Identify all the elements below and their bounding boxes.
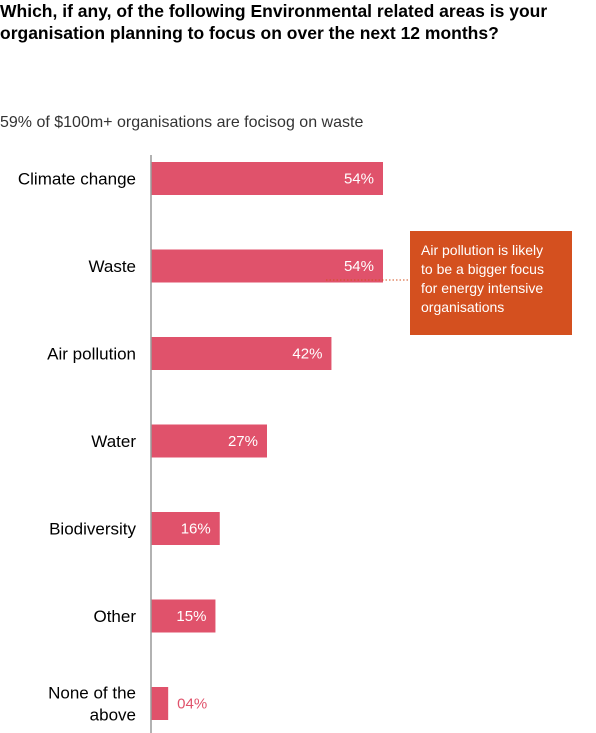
value-label: 54% (344, 171, 374, 188)
chart-title: Which, if any, of the following Environm… (0, 1, 548, 43)
callout-box: Air pollution is likely to be a bigger f… (410, 231, 572, 335)
category-label: Other (93, 607, 136, 626)
bar-water (151, 424, 267, 458)
value-label: 27% (228, 433, 258, 450)
category-label: Waste (88, 257, 136, 276)
callout-line: organisations (421, 299, 505, 315)
bar-other (151, 599, 216, 633)
bar-none-of-the-above (151, 687, 169, 720)
category-label: Air pollution (47, 345, 136, 364)
value-label: 54% (344, 258, 374, 275)
chart-subtitle: 59% of $100m+ organisations are focisog … (0, 114, 364, 131)
category-label: above (90, 706, 136, 725)
bar-air-pollution (151, 337, 332, 370)
callout-line: to be a bigger focus (421, 261, 544, 277)
bar-waste (151, 249, 383, 283)
callout-line: Air pollution is likely (421, 242, 544, 258)
bar-biodiversity (151, 512, 220, 545)
category-label: Water (91, 432, 136, 451)
value-label: 42% (292, 346, 322, 363)
category-label: None of the (48, 684, 136, 703)
value-label: 04% (177, 696, 207, 713)
value-label: 15% (176, 608, 206, 625)
category-label: Climate change (18, 170, 136, 189)
bar-climate-change (151, 162, 383, 195)
value-label: 16% (181, 521, 211, 538)
category-label: Biodiversity (49, 520, 136, 539)
callout-line: for energy intensive (421, 280, 544, 296)
